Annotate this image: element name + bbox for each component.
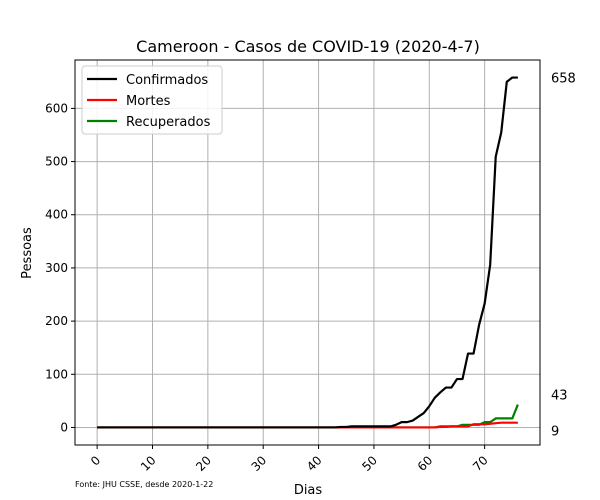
x-tick-label: 70	[470, 453, 491, 474]
y-tick-label: 0	[60, 420, 68, 434]
y-tick-label: 500	[45, 155, 68, 169]
y-tick-label: 100	[45, 367, 68, 381]
chart-title: Cameroon - Casos de COVID-19 (2020-4-7)	[136, 37, 480, 56]
y-tick-label: 600	[45, 101, 68, 115]
y-tick-label: 400	[45, 208, 68, 222]
final-value-labels: 658 43 9	[551, 72, 576, 440]
plot-frame	[74, 59, 541, 446]
x-tick-label: 20	[193, 453, 214, 474]
source-note: Fonte: JHU CSSE, desde 2020-1-22	[75, 480, 213, 489]
x-tick-label: 0	[88, 453, 103, 468]
final-value-label: 9	[551, 425, 559, 440]
legend-label-recuperados: Recuperados	[126, 115, 211, 130]
x-tick-label: 60	[415, 453, 436, 474]
axes: 0 10 20 30 40 50 60 70 0 100 200 300 400 500 600	[45, 101, 491, 474]
final-value-label: 658	[551, 72, 576, 87]
x-tick-label: 40	[304, 453, 325, 474]
final-value-label: 43	[551, 389, 568, 404]
series-line-recuperados	[97, 404, 519, 429]
legend-box	[81, 65, 223, 135]
x-tick-label: 50	[359, 453, 380, 474]
grid-lines	[75, 60, 540, 445]
x-axis-label: Dias	[294, 483, 323, 498]
series-line-confirmados	[97, 76, 518, 429]
y-tick-label: 200	[45, 314, 68, 328]
x-tick-label: 10	[138, 453, 159, 474]
legend-label-confirmados: Confirmados	[126, 73, 208, 88]
y-tick-label: 300	[45, 261, 68, 275]
series-line-mortes	[97, 421, 518, 429]
x-tick-label: 30	[249, 453, 270, 474]
series-layer	[97, 76, 519, 429]
y-axis-label: Pessoas	[20, 227, 35, 279]
legend-label-mortes: Mortes	[126, 94, 171, 109]
legend: Confirmados Mortes Recuperados	[81, 65, 223, 135]
